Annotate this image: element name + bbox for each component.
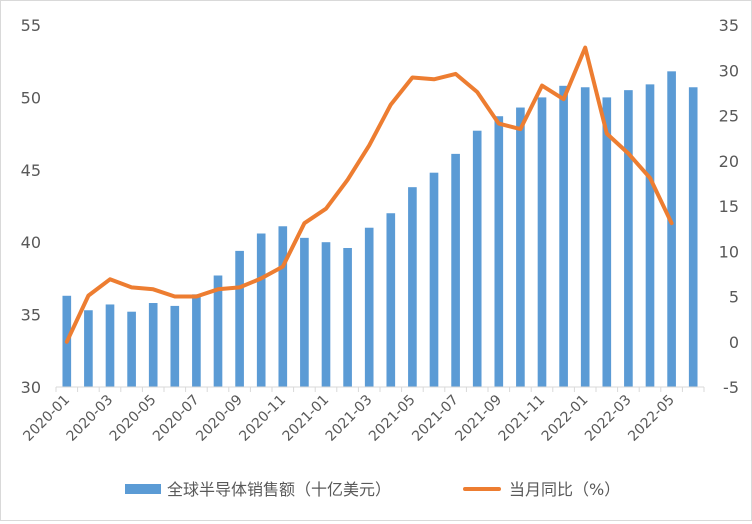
yoy-line [64, 45, 674, 344]
bar [386, 213, 396, 387]
bar [429, 172, 439, 387]
bar [537, 97, 547, 388]
bar [343, 247, 352, 387]
left-y-tick-label: 55 [21, 16, 41, 35]
right-y-tick-label: 35 [719, 16, 739, 35]
bar [256, 233, 266, 387]
x-axis: 2020-012020-032020-052020-072020-092020-… [20, 387, 705, 445]
legend: 全球半导体销售额（十亿美元） 当月同比（%） [125, 480, 620, 499]
right-y-tick-label: 30 [719, 61, 739, 80]
right-y-tick-label: 25 [719, 107, 739, 126]
right-y-tick-label: 5 [729, 288, 739, 307]
x-tick-label: 2020-05 [107, 392, 160, 445]
legend-swatch-bars [125, 484, 161, 494]
left-y-tick-label: 45 [21, 161, 41, 180]
bar [580, 87, 590, 387]
bar [602, 97, 612, 388]
x-tick-label: 2021-07 [409, 392, 462, 445]
bar-series [62, 71, 698, 388]
x-tick-label: 2021-03 [323, 392, 376, 445]
x-tick-label: 2022-03 [582, 392, 635, 445]
x-tick-label: 2020-09 [193, 392, 246, 445]
right-y-tick-label: 15 [719, 197, 739, 216]
left-y-tick-label: 50 [21, 88, 41, 107]
bar [278, 226, 288, 387]
x-tick-label: 2020-01 [20, 392, 73, 445]
right-y-tick-label: 10 [719, 242, 739, 261]
bar [192, 294, 201, 387]
bar [624, 90, 633, 387]
bar [494, 116, 504, 387]
right-y-axis: -5 0 5 10 15 20 25 30 35 [719, 16, 739, 397]
bar [84, 310, 93, 387]
bar [105, 304, 115, 387]
legend-label-bars: 全球半导体销售额（十亿美元） [167, 480, 391, 499]
x-tick-label: 2020-11 [236, 392, 289, 445]
bar [235, 250, 244, 387]
line-series [64, 45, 674, 344]
bar [688, 87, 698, 387]
bar [667, 71, 676, 387]
x-tick-label: 2021-05 [366, 392, 419, 445]
bar [645, 84, 655, 388]
bar [127, 311, 136, 387]
right-y-tick-label: -5 [723, 378, 739, 397]
x-tick-label: 2021-01 [280, 392, 333, 445]
right-y-tick-label: 20 [719, 152, 739, 171]
bar [148, 303, 158, 387]
bar [559, 85, 568, 387]
x-tick-label: 2021-09 [452, 392, 505, 445]
x-tick-label: 2022-01 [539, 392, 592, 445]
x-tick-label: 2021-11 [496, 392, 549, 445]
bar [516, 107, 525, 387]
bar [213, 275, 223, 387]
bar [472, 130, 482, 388]
x-tick-label: 2020-03 [64, 392, 117, 445]
x-tick-label: 2022-05 [625, 392, 678, 445]
bar [300, 237, 309, 387]
left-y-tick-label: 40 [21, 233, 41, 252]
bar [170, 305, 180, 387]
left-y-axis: 30 35 40 45 50 55 [21, 16, 41, 397]
bar [408, 187, 417, 387]
legend-label-line: 当月同比（%） [509, 480, 620, 499]
bar [321, 242, 331, 387]
bar [451, 153, 460, 387]
left-y-tick-label: 35 [21, 306, 41, 325]
x-tick-label: 2020-07 [150, 392, 203, 445]
left-y-tick-label: 30 [21, 378, 41, 397]
bar [364, 227, 374, 387]
right-y-tick-label: 0 [729, 333, 739, 352]
